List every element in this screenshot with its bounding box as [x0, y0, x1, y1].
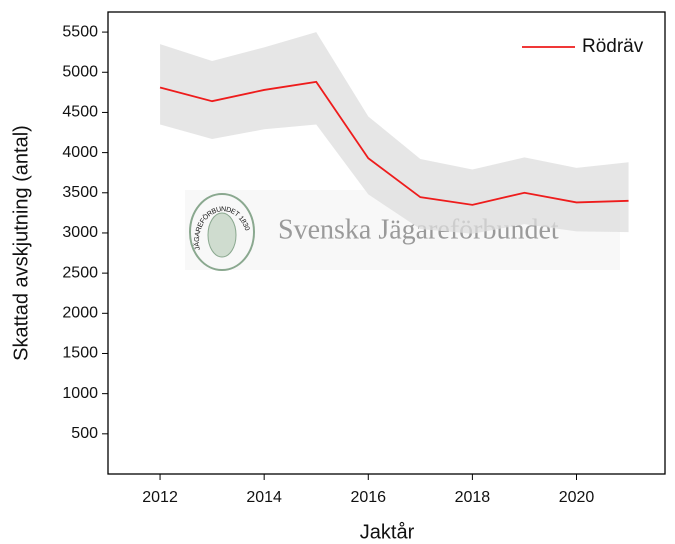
logo	[189, 193, 255, 271]
confidence-band	[160, 32, 629, 234]
x-tick-label: 2012	[142, 489, 178, 506]
axes-frame	[107, 11, 666, 475]
x-axis-title: Jaktår	[360, 521, 415, 543]
legend-label: Rödräv	[582, 36, 644, 57]
y-tick-label: 4000	[62, 144, 98, 161]
y-tick-label: 1000	[62, 385, 98, 402]
y-tick-label: 4500	[62, 104, 98, 121]
y-tick-label: 5500	[62, 23, 98, 40]
y-tick-label: 2500	[62, 264, 98, 281]
y-tick-label: 1500	[62, 345, 98, 362]
x-tick-label: 2014	[246, 489, 282, 506]
line	[159, 80, 629, 206]
x-tick-label: 2016	[350, 489, 386, 506]
y-tick-label: 3000	[62, 224, 98, 241]
x-tick-label: 2018	[455, 489, 491, 506]
x-tick-label: 2020	[559, 489, 595, 506]
y-tick-label: 2000	[62, 305, 98, 322]
y-tick-label: 5000	[62, 63, 98, 80]
plot-area: JÄGAREFÖRBUNDET 1830 Svenska Jägareförbun…	[159, 32, 629, 271]
y-tick-label: 3500	[62, 184, 98, 201]
y-tick-label: 500	[71, 425, 98, 442]
y-axis-title: Skattad avskjutning (antal)	[10, 125, 32, 361]
logo-inner	[207, 212, 237, 258]
